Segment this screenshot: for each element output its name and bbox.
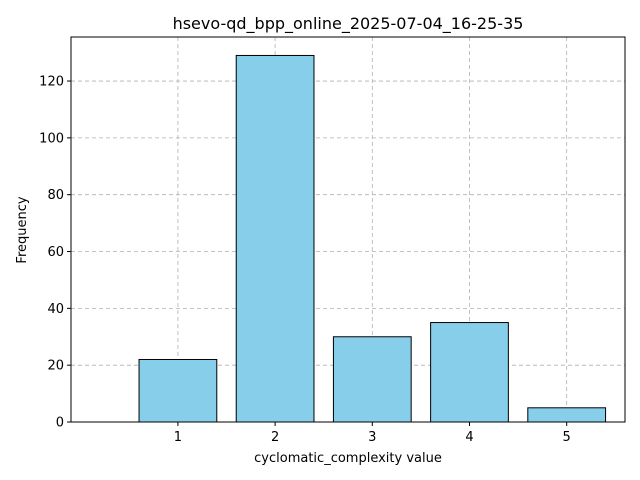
y-tick-label: 40 bbox=[47, 302, 64, 317]
y-axis-label: Frequency bbox=[15, 196, 30, 263]
x-axis-label: cyclomatic_complexity value bbox=[254, 451, 442, 466]
x-tick-label: 4 bbox=[465, 430, 473, 445]
y-tick-label: 80 bbox=[47, 188, 64, 203]
y-tick-label: 20 bbox=[47, 359, 64, 374]
bar bbox=[332, 336, 412, 423]
y-tick-label: 120 bbox=[39, 75, 64, 90]
bar bbox=[138, 358, 218, 423]
chart-title: hsevo-qd_bpp_online_2025-07-04_16-25-35 bbox=[173, 14, 524, 34]
bar bbox=[527, 407, 607, 423]
bar bbox=[235, 54, 315, 423]
bar bbox=[430, 322, 509, 423]
y-tick-label: 60 bbox=[47, 245, 64, 260]
x-tick-label: 1 bbox=[174, 430, 182, 445]
x-tick-label: 5 bbox=[563, 430, 571, 445]
y-tick-label: 100 bbox=[39, 131, 64, 146]
x-axis-ticks: 1 2 3 4 5 bbox=[174, 422, 571, 445]
plot-frame bbox=[70, 36, 626, 423]
y-tick-label: 0 bbox=[56, 416, 64, 431]
x-tick-label: 3 bbox=[368, 430, 376, 445]
x-tick-label: 2 bbox=[271, 430, 279, 445]
y-axis-ticks: 0 20 40 60 80 100 120 bbox=[39, 75, 71, 431]
bars bbox=[138, 54, 607, 423]
